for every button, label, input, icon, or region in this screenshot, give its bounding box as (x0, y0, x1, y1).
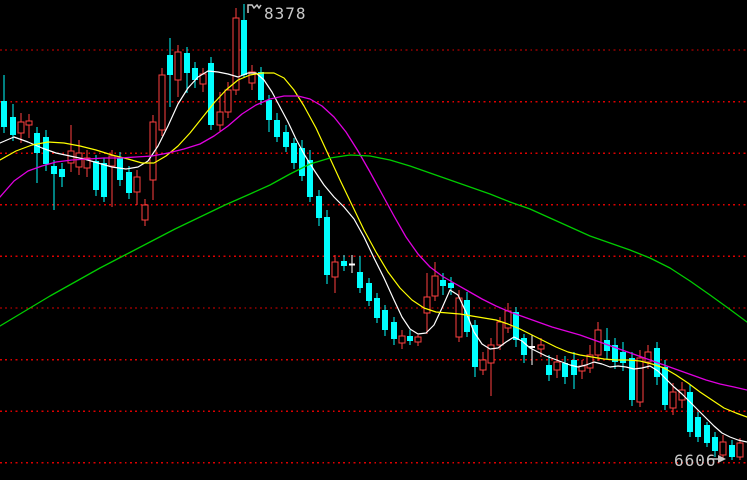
ma-long-green (0, 154, 747, 327)
ma-mid-magenta (0, 95, 747, 391)
low-price-label: 6606 (674, 451, 717, 470)
high-price-label: 8378 (264, 4, 307, 23)
price-annotations: 8378 6606 (247, 3, 726, 470)
ma-short-white (0, 70, 747, 443)
candles (1, 4, 744, 460)
right-arrow-head-icon (718, 455, 726, 463)
ma-mid-yellow (0, 72, 747, 418)
moving-average-lines (0, 70, 747, 443)
high-pointer-icon (247, 3, 262, 13)
